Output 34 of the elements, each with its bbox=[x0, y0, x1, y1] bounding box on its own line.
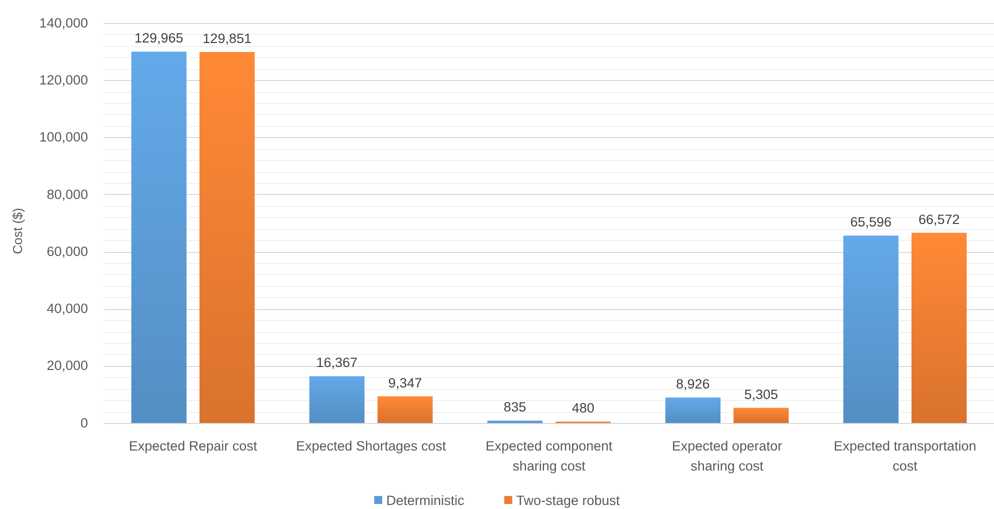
data-label: 5,305 bbox=[744, 386, 778, 402]
bar bbox=[843, 236, 899, 423]
data-label: 16,367 bbox=[316, 355, 358, 370]
x-tick-label: Expected Repair cost bbox=[128, 438, 258, 454]
y-tick-label: 0 bbox=[80, 415, 88, 430]
bar bbox=[309, 376, 365, 423]
data-label: 8,926 bbox=[676, 376, 710, 392]
x-tick-label: Expected operator sharing cost bbox=[672, 438, 783, 474]
x-tick-label: Expected component sharing cost bbox=[486, 438, 613, 474]
data-label: 129,965 bbox=[134, 30, 184, 46]
y-tick-label: 20,000 bbox=[46, 358, 88, 374]
x-tick-label: Expected transportation cost bbox=[834, 438, 976, 474]
x-tick-label: Expected Shortages cost bbox=[296, 438, 446, 454]
data-label: 835 bbox=[504, 400, 526, 415]
data-label: 480 bbox=[572, 400, 594, 416]
data-label: 66,572 bbox=[918, 212, 960, 227]
bar bbox=[733, 408, 789, 423]
bar bbox=[377, 396, 433, 423]
y-tick-label: 60,000 bbox=[46, 244, 88, 259]
y-axis-title: Cost ($) bbox=[10, 208, 25, 254]
data-label: 9,347 bbox=[388, 375, 422, 390]
y-tick-label: 40,000 bbox=[46, 301, 88, 316]
bar bbox=[199, 52, 255, 423]
data-label: 65,596 bbox=[850, 214, 892, 230]
bar bbox=[911, 232, 967, 423]
legend-label: Two-stage robust bbox=[516, 493, 620, 508]
bar bbox=[665, 397, 721, 423]
y-tick-label: 80,000 bbox=[46, 186, 88, 202]
y-tick-label: 100,000 bbox=[39, 130, 88, 145]
data-label: 129,851 bbox=[202, 30, 252, 46]
y-tick-label: 140,000 bbox=[39, 15, 88, 30]
y-tick-label: 120,000 bbox=[39, 72, 88, 88]
legend-label: Deterministic bbox=[386, 493, 464, 508]
bar bbox=[131, 52, 187, 423]
